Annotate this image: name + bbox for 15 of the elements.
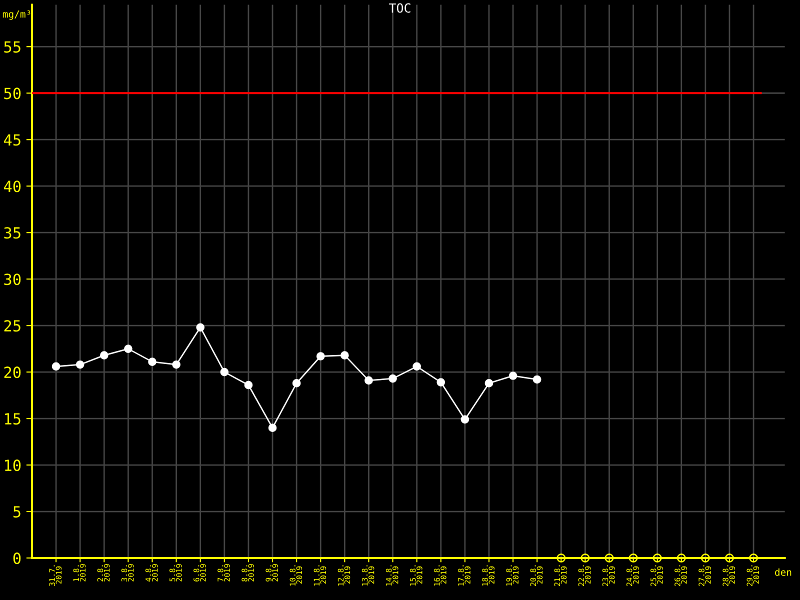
y-tick-label: 50 [4,88,21,100]
y-tick-label: 5 [13,506,20,518]
y-tick-label: 25 [4,320,20,332]
y-tick-label: 55 [4,41,20,53]
x-axis-title: den [775,568,792,576]
y-tick-label: 20 [4,366,21,378]
y-tick-label: 35 [4,227,20,239]
y-axis-title: mg/m³ [2,10,30,20]
y-tick-label: 10 [5,460,21,472]
y-tick-label: 30 [4,274,21,286]
y-tick-label: 40 [4,180,21,192]
y-tick-label: 15 [5,413,20,425]
y-tick-label: 45 [4,134,20,146]
chart-title: TOC [389,3,410,13]
y-tick-label: 0 [13,552,21,564]
